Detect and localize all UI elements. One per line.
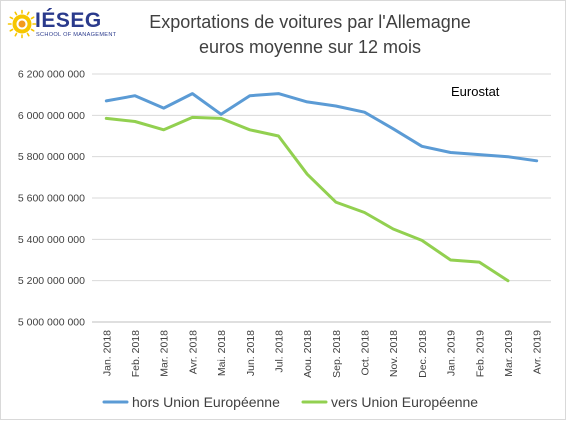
series-line-vers-ue bbox=[104, 115, 510, 283]
x-tick-label: Nov. 2018 bbox=[388, 330, 400, 377]
logo-sun-ray bbox=[26, 32, 30, 37]
y-tick-label: 5 800 000 000 bbox=[18, 151, 85, 163]
logo-sun-ray bbox=[14, 32, 18, 37]
logo-subtitle: SCHOOL OF MANAGEMENT bbox=[36, 32, 117, 38]
series-lines bbox=[104, 92, 539, 283]
y-tick-label: 5 400 000 000 bbox=[18, 234, 85, 246]
x-tick-label: Mai. 2018 bbox=[216, 330, 228, 376]
y-tick-label: 5 000 000 000 bbox=[18, 317, 85, 329]
y-axis-tick-labels: 5 000 000 000 5 200 000 000 5 400 000 000 5… bbox=[18, 69, 85, 329]
logo-sun-ray bbox=[9, 28, 14, 32]
x-tick-label: Dec. 2018 bbox=[417, 330, 429, 378]
x-tick-label: Aou. 2018 bbox=[302, 330, 314, 378]
chart-title: Exportations de voitures par l'Allemagne bbox=[149, 12, 471, 32]
y-tick-label: 5 200 000 000 bbox=[18, 275, 85, 287]
x-tick-label: Sep. 2018 bbox=[331, 330, 343, 378]
y-tick-label: 6 200 000 000 bbox=[18, 69, 85, 81]
x-axis-tick-labels: Jan. 2018 Feb. 2018 Mar. 2018 Avr. 2018 Mai.… bbox=[101, 330, 543, 378]
ieseg-logo: IÉSEG SCHOOL OF MANAGEMENT bbox=[7, 9, 117, 39]
x-tick-label: Jul. 2018 bbox=[273, 330, 285, 373]
y-tick-label: 6 000 000 000 bbox=[18, 110, 85, 122]
logo-sun-ray bbox=[14, 11, 18, 16]
x-tick-label: Avr. 2019 bbox=[532, 330, 544, 374]
legend-label-vers-ue: vers Union Européenne bbox=[331, 394, 478, 410]
logo-name: IÉSEG bbox=[35, 9, 102, 32]
logo-sun-icon bbox=[7, 9, 37, 39]
chart-subtitle: euros moyenne sur 12 mois bbox=[199, 37, 421, 57]
logo-sun-ray bbox=[26, 11, 30, 16]
x-tick-label: Feb. 2019 bbox=[474, 330, 486, 377]
source-annotation: Eurostat bbox=[451, 84, 500, 99]
legend: hors Union Européenne vers Union Europée… bbox=[102, 394, 478, 410]
logo-sun-ray bbox=[30, 28, 35, 32]
legend-label-hors-ue: hors Union Européenne bbox=[132, 394, 280, 410]
x-tick-label: Jun. 2018 bbox=[245, 330, 257, 376]
gridlines bbox=[92, 73, 551, 282]
series-line-hors-ue bbox=[104, 92, 539, 163]
x-tick-label: Jan. 2019 bbox=[446, 330, 458, 376]
x-tick-label: Jan. 2018 bbox=[101, 330, 113, 376]
logo-sun-ray bbox=[30, 16, 35, 20]
x-tick-label: Oct. 2018 bbox=[360, 330, 372, 376]
logo-sun-ray bbox=[9, 16, 14, 20]
x-tick-label: Feb. 2018 bbox=[130, 330, 142, 377]
x-tick-label: Mar. 2018 bbox=[159, 330, 171, 377]
x-tick-label: Mar. 2019 bbox=[503, 330, 515, 377]
x-tick-label: Avr. 2018 bbox=[187, 330, 199, 374]
y-tick-label: 5 600 000 000 bbox=[18, 193, 85, 205]
